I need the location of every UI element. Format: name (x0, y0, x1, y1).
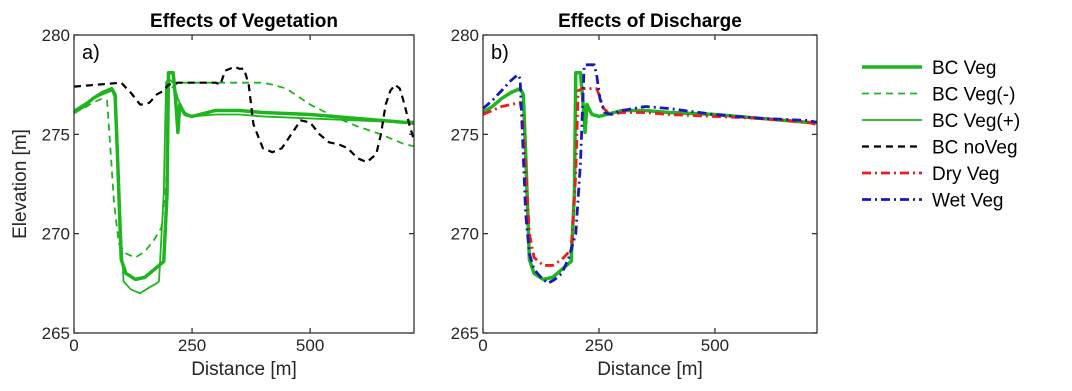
panel-label: b) (491, 42, 509, 64)
x-tick-label: 0 (478, 336, 487, 355)
y-tick-label: 280 (451, 26, 479, 45)
y-tick-label: 275 (42, 125, 70, 144)
axes-box (482, 34, 818, 334)
series-group (74, 65, 414, 295)
x-axis-label: Distance [m] (597, 359, 703, 380)
x-tick-label: 500 (296, 336, 324, 355)
panel-discharge: 0 250 500 265 270 275 280 Effects of Discharge b… (451, 11, 818, 380)
legend-label: BC noVeg (932, 138, 1018, 159)
x-axis-label: Distance [m] (191, 359, 297, 380)
legend-label: Wet Veg (932, 191, 1003, 212)
legend-entry: BC noVeg (862, 138, 1018, 159)
series-line-bc-veg (74, 81, 414, 259)
series-line-bc-veg (74, 71, 414, 282)
y-tick-label: 280 (42, 26, 70, 45)
panel-title: Effects of Discharge (558, 11, 742, 32)
x-tick-label: 250 (585, 336, 613, 355)
x-tick-label: 250 (178, 336, 206, 355)
legend-entry: Dry Veg (862, 164, 1000, 185)
legend-label: BC Veg(+) (932, 111, 1020, 132)
legend-entry: BC Veg(-) (862, 85, 1015, 106)
panel-title: Effects of Vegetation (150, 11, 338, 32)
y-tick-label: 270 (42, 225, 70, 244)
y-tick-label: 265 (451, 324, 479, 343)
legend-label: Dry Veg (932, 164, 1000, 185)
y-axis-label: Elevation [m] (10, 129, 31, 239)
series-line-bc-veg (483, 71, 817, 282)
legend-entry: BC Veg (862, 58, 996, 79)
panel-vegetation: 0 250 500 265 270 275 280 Effects of Vegetation… (10, 11, 415, 380)
x-tick-label: 0 (69, 336, 78, 355)
axes-box (73, 34, 415, 334)
x-tick-label: 500 (701, 336, 729, 355)
legend-entry: BC Veg(+) (862, 111, 1020, 132)
legend-label: BC Veg(-) (932, 85, 1015, 106)
series-group (483, 63, 817, 285)
panel-label: a) (82, 42, 100, 64)
y-tick-label: 265 (42, 324, 70, 343)
series-line-bc-noveg (74, 65, 414, 164)
series-line-dry-veg (483, 87, 817, 267)
legend-entry: Wet Veg (862, 191, 1003, 212)
y-tick-label: 270 (451, 225, 479, 244)
y-tick-label: 275 (451, 125, 479, 144)
legend: BC Veg BC Veg(-) BC Veg(+) BC noVeg Dry Veg W… (862, 58, 1020, 212)
series-line-wet-veg (483, 63, 817, 285)
series-line-bc-veg (74, 77, 414, 295)
legend-label: BC Veg (932, 58, 996, 79)
